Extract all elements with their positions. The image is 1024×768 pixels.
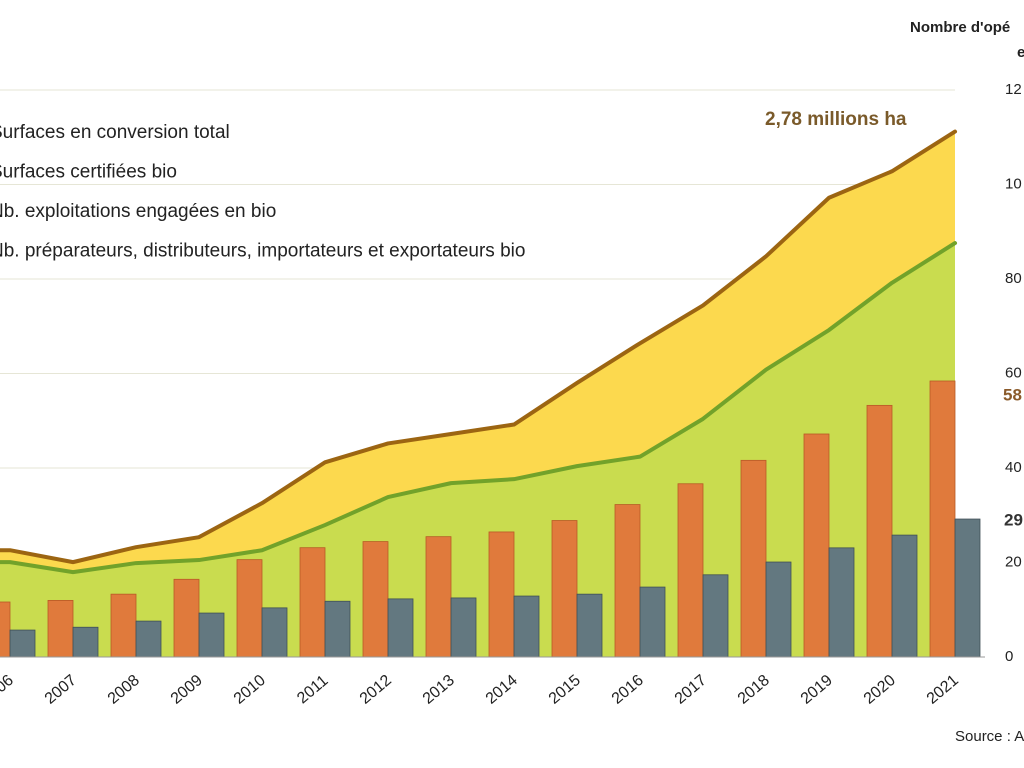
- x-tick-label: 2021: [924, 672, 962, 708]
- bar: [614, 504, 641, 658]
- x-tick-label: 2018: [735, 672, 773, 708]
- x-tick-label: 2016: [609, 672, 647, 708]
- y2-tick-label: 40: [1005, 459, 1022, 476]
- x-tick-label: 2007: [42, 672, 80, 708]
- bar: [740, 459, 767, 658]
- y2-tick-label: 60: [1005, 364, 1022, 381]
- annotation: 2,78 millions ha: [765, 109, 907, 130]
- bar: [551, 520, 578, 658]
- source: Source : A: [955, 728, 1024, 745]
- y2-tick-label: 10: [1005, 175, 1022, 192]
- bar: [362, 541, 389, 658]
- x-tick-label: 2015: [546, 672, 584, 708]
- bar: [324, 600, 351, 658]
- bar: [866, 404, 893, 658]
- bar: [198, 612, 225, 658]
- bar: [236, 559, 263, 658]
- x-tick-label: 2017: [672, 672, 710, 708]
- annotation: 58: [1003, 385, 1022, 404]
- legend-entry: Surfaces certifiées bio: [0, 162, 177, 183]
- x-tick-label: 2010: [231, 672, 269, 708]
- y2-tick-label: 20: [1005, 553, 1022, 570]
- line: [0, 129, 957, 565]
- y2-axis-title: Nombre d'opé: [910, 19, 1010, 36]
- legend-entry: Nb. exploitations engagées en bio: [0, 201, 276, 222]
- area: [0, 243, 955, 657]
- bar: [929, 380, 956, 658]
- bar: [954, 518, 981, 658]
- x-tick-label: 2019: [798, 672, 836, 708]
- bar: [299, 547, 326, 658]
- bar: [702, 574, 729, 658]
- y2-tick-label: 80: [1005, 270, 1022, 287]
- annotation: 29: [1004, 510, 1023, 529]
- bar: [261, 607, 288, 658]
- y2-tick-label: 0: [1005, 648, 1013, 665]
- x-tick-label: 2012: [357, 672, 395, 708]
- plot: 0 20 40 60 80 10 12 2006 2007 2008 2009 2010 2011 201…: [0, 81, 1022, 708]
- bar: [803, 433, 830, 658]
- x-tick-label: 2011: [294, 672, 331, 707]
- bar: [576, 593, 603, 658]
- y2-tick-label: 12: [1005, 81, 1022, 98]
- bar: [173, 578, 200, 658]
- bar: [828, 547, 855, 658]
- bar: [135, 620, 162, 658]
- bar: [639, 586, 666, 658]
- bar: [110, 593, 137, 658]
- legend-entry: Nb. préparateurs, distributeurs, importa…: [0, 241, 525, 262]
- bar: [488, 531, 515, 658]
- x-tick-label: 2008: [105, 672, 143, 708]
- x-tick-label: 2020: [861, 672, 899, 708]
- x-tick-label: 2006: [0, 672, 17, 708]
- bar: [47, 600, 74, 658]
- bar: [450, 597, 477, 658]
- bar: [425, 536, 452, 658]
- bar: [387, 598, 414, 658]
- x-tick-label: 2009: [168, 672, 206, 708]
- bar: [0, 601, 11, 658]
- bar: [677, 483, 704, 658]
- bar: [72, 626, 99, 658]
- legend-entry: Surfaces en conversion total: [0, 122, 230, 143]
- bar: [9, 629, 36, 658]
- x-tick-label: 2014: [483, 672, 521, 708]
- y2-axis-title: e: [1017, 44, 1024, 61]
- line: [0, 241, 957, 575]
- x-tick-label: 2013: [420, 672, 458, 708]
- bar: [891, 534, 918, 658]
- bar: [513, 595, 540, 658]
- bar: [765, 561, 792, 658]
